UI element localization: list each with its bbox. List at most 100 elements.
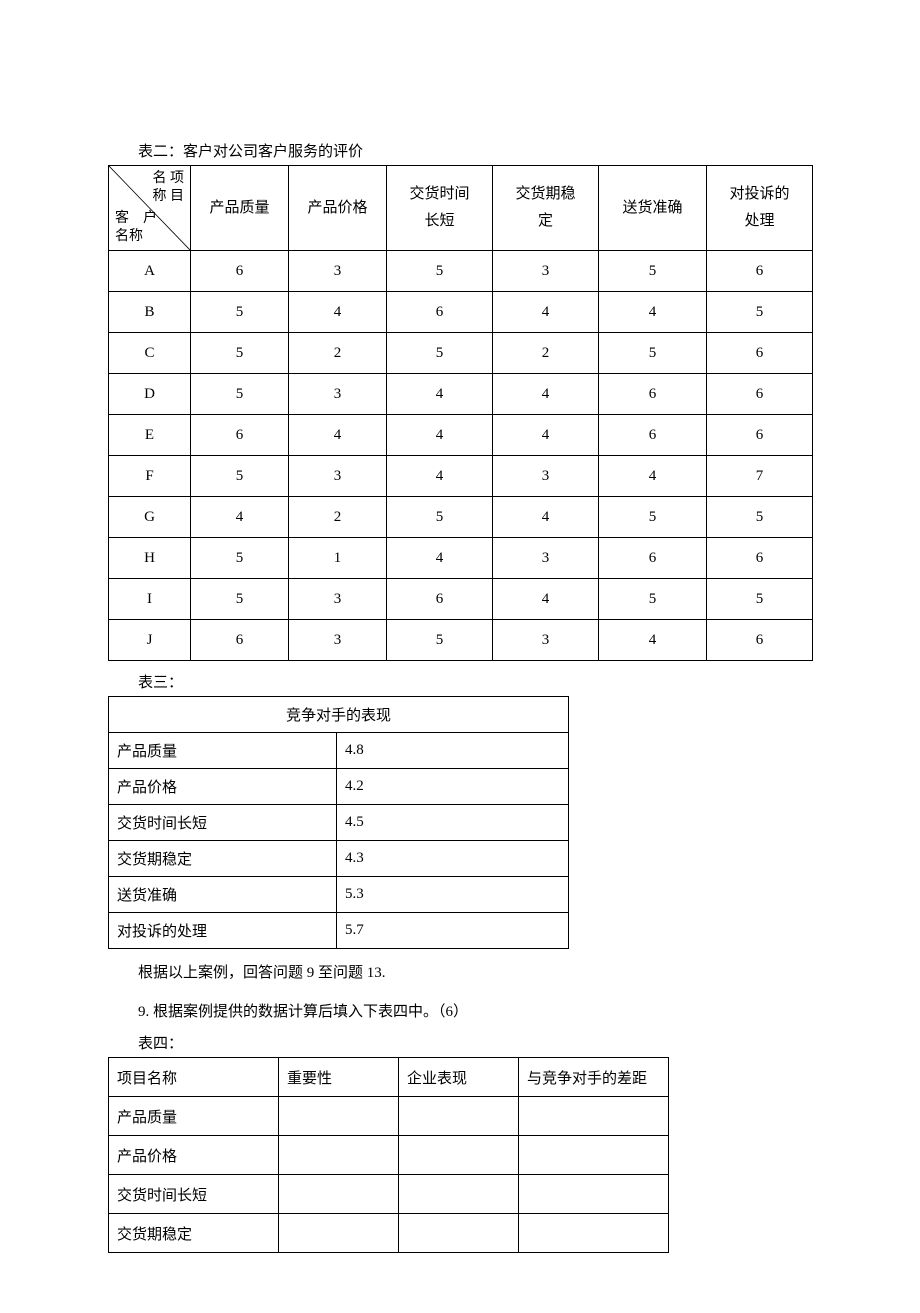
table-row: 产品质量 (109, 1097, 669, 1136)
cell-value (519, 1136, 669, 1175)
table3-title-row: 竞争对手的表现 (109, 697, 569, 733)
instruction-paragraph: 根据以上案例，回答问题 9 至问题 13. (108, 959, 812, 988)
table-row: F534347 (109, 456, 813, 497)
cell-value: 6 (191, 415, 289, 456)
table2-diagonal-header: 名 项称 目客 户名称 (109, 166, 191, 251)
cell-value: 4 (493, 497, 599, 538)
cell-value: 5 (387, 251, 493, 292)
table-row: 交货时间长短 (109, 1175, 669, 1214)
row-label: 交货期稳定 (109, 841, 337, 877)
cell-value: 5 (599, 497, 707, 538)
cell-value: 4.2 (337, 769, 569, 805)
table4-caption: 表四： (108, 1032, 812, 1053)
row-label: C (109, 333, 191, 374)
cell-value (279, 1136, 399, 1175)
cell-value: 5 (191, 456, 289, 497)
cell-value: 3 (493, 456, 599, 497)
table2-col-header: 产品质量 (191, 166, 289, 251)
cell-value: 6 (191, 251, 289, 292)
table3: 竞争对手的表现产品质量4.8产品价格4.2交货时间长短4.5交货期稳定4.3送货… (108, 696, 569, 949)
cell-value (399, 1175, 519, 1214)
cell-value: 4 (387, 415, 493, 456)
cell-value: 6 (707, 251, 813, 292)
cell-value: 3 (289, 374, 387, 415)
cell-value: 3 (289, 456, 387, 497)
table-row: 产品质量4.8 (109, 733, 569, 769)
table-row: G425455 (109, 497, 813, 538)
table4-col-header: 重要性 (279, 1058, 399, 1097)
table-row: E644466 (109, 415, 813, 456)
cell-value: 6 (707, 333, 813, 374)
table2-col-header: 交货期稳定 (493, 166, 599, 251)
cell-value: 5.3 (337, 877, 569, 913)
cell-value: 6 (599, 374, 707, 415)
table-row: 交货期稳定4.3 (109, 841, 569, 877)
cell-value: 7 (707, 456, 813, 497)
cell-value: 6 (387, 579, 493, 620)
table-row: 交货时间长短4.5 (109, 805, 569, 841)
cell-value: 4 (599, 620, 707, 661)
cell-value: 5 (707, 497, 813, 538)
cell-value: 4 (387, 538, 493, 579)
cell-value: 5 (191, 374, 289, 415)
row-label: 产品质量 (109, 733, 337, 769)
cell-value: 4 (599, 456, 707, 497)
table3-body: 竞争对手的表现产品质量4.8产品价格4.2交货时间长短4.5交货期稳定4.3送货… (109, 697, 569, 949)
cell-value: 4 (493, 374, 599, 415)
cell-value (519, 1214, 669, 1253)
cell-value: 3 (493, 620, 599, 661)
cell-value: 6 (707, 415, 813, 456)
table2-col-header: 送货准确 (599, 166, 707, 251)
row-label: H (109, 538, 191, 579)
table2-col-header: 交货时间长短 (387, 166, 493, 251)
table2-col-header: 产品价格 (289, 166, 387, 251)
row-label: A (109, 251, 191, 292)
table-row: B546445 (109, 292, 813, 333)
cell-value: 2 (289, 333, 387, 374)
table3-title: 竞争对手的表现 (109, 697, 569, 733)
table-row: H514366 (109, 538, 813, 579)
table2-header-row: 名 项称 目客 户名称产品质量产品价格交货时间长短交货期稳定送货准确对投诉的处理 (109, 166, 813, 251)
row-label: G (109, 497, 191, 538)
cell-value (519, 1097, 669, 1136)
diag-top-label: 名 项称 目 (153, 170, 185, 206)
cell-value: 4 (493, 579, 599, 620)
row-label: 交货时间长短 (109, 1175, 279, 1214)
table-row: 产品价格4.2 (109, 769, 569, 805)
cell-value: 3 (289, 579, 387, 620)
row-label: 交货时间长短 (109, 805, 337, 841)
cell-value (279, 1097, 399, 1136)
table-row: 送货准确5.3 (109, 877, 569, 913)
table-row: A635356 (109, 251, 813, 292)
table-row: J635346 (109, 620, 813, 661)
cell-value: 6 (599, 538, 707, 579)
cell-value: 3 (289, 620, 387, 661)
row-label: 产品价格 (109, 769, 337, 805)
table3-caption: 表三： (108, 671, 812, 692)
row-label: 产品质量 (109, 1097, 279, 1136)
table2-body: 名 项称 目客 户名称产品质量产品价格交货时间长短交货期稳定送货准确对投诉的处理… (109, 166, 813, 661)
table2: 名 项称 目客 户名称产品质量产品价格交货时间长短交货期稳定送货准确对投诉的处理… (108, 165, 813, 661)
cell-value (519, 1175, 669, 1214)
cell-value: 2 (493, 333, 599, 374)
cell-value: 6 (707, 538, 813, 579)
table4: 项目名称重要性企业表现与竞争对手的差距产品质量产品价格交货时间长短交货期稳定 (108, 1057, 669, 1253)
cell-value: 5 (707, 292, 813, 333)
table-row: C525256 (109, 333, 813, 374)
cell-value: 5 (191, 538, 289, 579)
cell-value (399, 1097, 519, 1136)
cell-value (279, 1214, 399, 1253)
cell-value: 6 (599, 415, 707, 456)
cell-value: 6 (387, 292, 493, 333)
cell-value: 4 (493, 415, 599, 456)
row-label: F (109, 456, 191, 497)
cell-value: 6 (707, 374, 813, 415)
table4-header-row: 项目名称重要性企业表现与竞争对手的差距 (109, 1058, 669, 1097)
table4-col-header: 项目名称 (109, 1058, 279, 1097)
row-label: E (109, 415, 191, 456)
cell-value: 3 (493, 251, 599, 292)
cell-value: 5 (191, 579, 289, 620)
cell-value (399, 1136, 519, 1175)
cell-value: 6 (191, 620, 289, 661)
cell-value: 5 (707, 579, 813, 620)
